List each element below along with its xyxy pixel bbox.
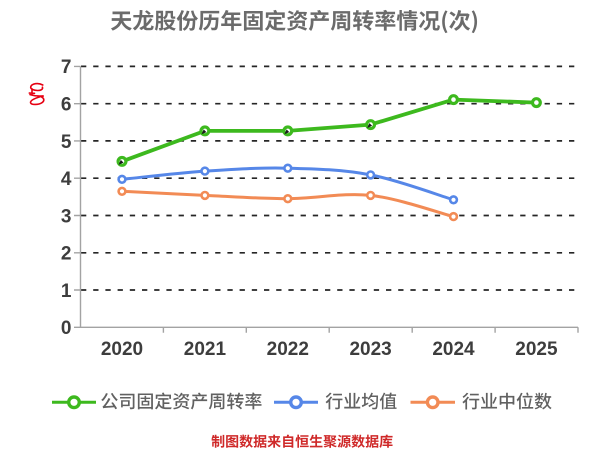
svg-text:2024: 2024 — [432, 339, 475, 360]
svg-text:2023: 2023 — [349, 339, 391, 360]
svg-text:6: 6 — [61, 95, 72, 116]
svg-text:3: 3 — [61, 206, 72, 227]
svg-text:4: 4 — [61, 169, 72, 190]
svg-text:2025: 2025 — [515, 339, 558, 360]
svg-text:1: 1 — [61, 281, 72, 302]
svg-text:7: 7 — [61, 57, 72, 78]
svg-text:2022: 2022 — [267, 339, 309, 360]
svg-text:2: 2 — [61, 244, 72, 265]
svg-text:5: 5 — [61, 132, 72, 153]
svg-text:0: 0 — [61, 318, 72, 339]
svg-text:2021: 2021 — [184, 339, 227, 360]
svg-text:2020: 2020 — [101, 339, 143, 360]
